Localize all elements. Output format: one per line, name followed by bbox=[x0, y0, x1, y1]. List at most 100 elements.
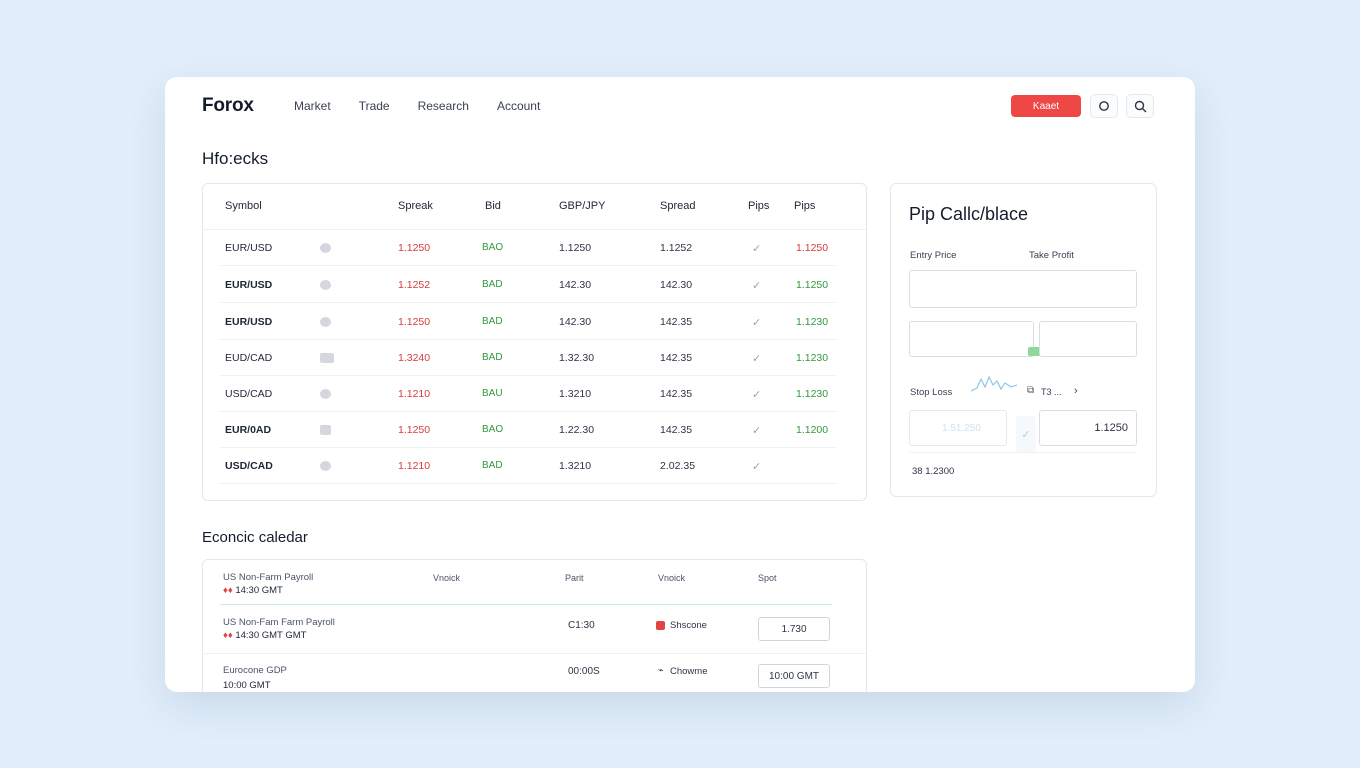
check-icon[interactable]: ✓ bbox=[752, 243, 762, 255]
bid-cell: BAU bbox=[482, 388, 503, 399]
nav-item-account[interactable]: Account bbox=[496, 99, 541, 113]
green-indicator bbox=[1028, 347, 1046, 356]
column-header-parit[interactable]: Parit bbox=[565, 573, 584, 583]
event-time: 10:00 GMT bbox=[223, 680, 271, 691]
header-event-time-text: 14:30 GMT bbox=[235, 585, 283, 596]
gbp-cell: 1.22.30 bbox=[559, 424, 595, 436]
bid-cell: BAD bbox=[482, 460, 503, 471]
brand-logo: Forox bbox=[202, 95, 254, 116]
column-header-spread[interactable]: Spreak bbox=[398, 200, 433, 212]
entry-price-input[interactable] bbox=[909, 270, 1137, 308]
stop-loss-label: Stop Loss bbox=[910, 387, 953, 398]
header-event-time: ♦♦ 14:30 GMT bbox=[223, 585, 313, 596]
event-action-button[interactable]: 10:00 GMT bbox=[758, 664, 830, 688]
spread2-cell: 142.30 bbox=[660, 279, 693, 291]
column-header-gbpjpy[interactable]: GBP/JPY bbox=[559, 200, 606, 212]
app-window: Forox Market Trade Research Account Kaae… bbox=[165, 77, 1195, 692]
chevron-right-icon[interactable]: › bbox=[1074, 385, 1078, 397]
check-icon[interactable]: ✓ bbox=[752, 461, 762, 473]
table-row[interactable]: EUR/USD 1.1250 BAD 142.30 142.35 ✓ 1.123… bbox=[220, 304, 836, 340]
bid-cell: BAO bbox=[482, 242, 504, 253]
column-header-spot[interactable]: Spot bbox=[758, 573, 777, 583]
pips-cell: 1.1250 bbox=[796, 279, 829, 291]
spread-cell: 1.1210 bbox=[398, 388, 431, 400]
take-profit-input[interactable] bbox=[1039, 321, 1137, 357]
nav-item-trade[interactable]: Trade bbox=[358, 99, 390, 113]
pips-cell: 1.1230 bbox=[796, 316, 829, 328]
check-icon[interactable]: ✓ bbox=[752, 317, 762, 329]
price-field-left[interactable] bbox=[909, 321, 1046, 357]
column-header-vnoick[interactable]: Vnoick bbox=[433, 573, 461, 583]
spread2-cell: 142.35 bbox=[660, 388, 693, 400]
sparkline-chart bbox=[971, 375, 1018, 392]
currency-icon bbox=[320, 317, 331, 327]
primary-action-button[interactable]: Kaaet bbox=[1011, 95, 1081, 117]
event-time-text: 14:30 GMT GMT bbox=[235, 630, 307, 641]
column-header-spread-2[interactable]: Spread bbox=[660, 200, 696, 212]
event-time: ♦♦ 14:30 GMT GMT bbox=[223, 630, 306, 641]
spread2-cell: 142.35 bbox=[660, 316, 693, 328]
column-header-symbol[interactable]: Symbol bbox=[225, 200, 262, 212]
gbp-cell: 142.30 bbox=[559, 279, 592, 291]
column-header-vnoick-2[interactable]: Vnoick bbox=[658, 573, 686, 583]
impact-label: Chowme bbox=[670, 666, 708, 677]
column-header-pips-2[interactable]: Pips bbox=[794, 200, 816, 212]
table-row[interactable]: USD/CAD 1.1210 BAU 1.3210 142.35 ✓ 1.123… bbox=[220, 376, 836, 412]
search-button[interactable] bbox=[1126, 94, 1154, 118]
stop-value-input[interactable]: 1.1250 bbox=[1039, 410, 1137, 446]
table-row[interactable]: USD/CAD 1.1210 BAD 1.3210 2.02.35 ✓ bbox=[220, 448, 836, 484]
calendar-row[interactable]: US Non-Fam Farm Payroll ♦♦ 14:30 GMT GMT… bbox=[203, 606, 866, 654]
nav-item-research[interactable]: Research bbox=[417, 99, 469, 113]
gbp-cell: 1.3210 bbox=[559, 388, 592, 400]
flame-icon: ⌁ bbox=[658, 665, 664, 676]
header-event-name: US Non-Farm Payroll bbox=[223, 572, 314, 583]
impact-label: Shscone bbox=[670, 620, 707, 631]
search-icon bbox=[1134, 100, 1146, 112]
pips-cell: 1.1250 bbox=[796, 242, 829, 254]
column-header-bid[interactable]: Bid bbox=[485, 200, 501, 212]
symbol-cell: EUR/USD bbox=[225, 279, 273, 291]
table-header: Symbol Spreak Bid GBP/JPY Spread Pips Pi… bbox=[203, 184, 866, 230]
event-action-button[interactable]: 1.730 bbox=[758, 617, 830, 641]
pips-cell: 1.1200 bbox=[796, 424, 829, 436]
check-icon[interactable]: ✓ bbox=[752, 280, 762, 292]
take-profit-label: Take Profit bbox=[1029, 250, 1074, 261]
impact-icon bbox=[656, 621, 665, 630]
currency-icon bbox=[320, 389, 331, 399]
entry-price-label: Entry Price bbox=[910, 250, 957, 261]
event-value: 00:00S bbox=[568, 666, 600, 677]
spread2-cell: 1.1252 bbox=[660, 242, 693, 254]
check-icon[interactable]: ✓ bbox=[752, 353, 762, 365]
spread-cell: 1.1250 bbox=[398, 316, 431, 328]
bid-cell: BAD bbox=[482, 279, 503, 290]
spread-cell: 1.1252 bbox=[398, 279, 431, 291]
theme-toggle-button[interactable] bbox=[1090, 94, 1118, 118]
check-icon[interactable]: ✓ bbox=[752, 389, 762, 401]
gbp-cell: 1.1250 bbox=[559, 242, 592, 254]
check-icon[interactable]: ✓ bbox=[1016, 416, 1036, 452]
divider bbox=[909, 452, 1137, 453]
table-row[interactable]: EUR/USD 1.1250 BAO 1.1250 1.1252 ✓ 1.125… bbox=[220, 230, 836, 266]
column-header-pips[interactable]: Pips bbox=[748, 200, 770, 212]
nav-item-market[interactable]: Market bbox=[294, 99, 331, 113]
gbp-cell: 142.30 bbox=[559, 316, 592, 328]
table-row[interactable]: EUR/0AD 1.1250 BAO 1.22.30 142.35 ✓ 1.12… bbox=[220, 412, 836, 448]
check-icon[interactable]: ✓ bbox=[752, 425, 762, 437]
circle-icon bbox=[1099, 101, 1109, 111]
stop-loss-input[interactable]: 1.51.250 bbox=[909, 410, 1007, 446]
table-row[interactable]: EUR/USD 1.1252 BAD 142.30 142.30 ✓ 1.125… bbox=[220, 267, 836, 303]
currency-icon bbox=[320, 280, 331, 290]
header-divider bbox=[220, 604, 832, 605]
calendar-title: Econcic caledar bbox=[202, 529, 308, 546]
flag-icon: ♦♦ bbox=[223, 585, 236, 596]
spread2-cell: 142.35 bbox=[660, 424, 693, 436]
spread-cell: 1.3240 bbox=[398, 352, 431, 364]
calculator-title: Pip Callc/blace bbox=[909, 204, 1029, 224]
calendar-row[interactable]: Eurocone GDP 10:00 GMT 00:00S ⌁ Chowme 1… bbox=[203, 655, 866, 692]
copy-icon[interactable]: ⧉ bbox=[1027, 385, 1035, 396]
gbp-cell: 1.32.30 bbox=[559, 352, 595, 364]
table-row[interactable]: EUD/CAD 1.3240 BAD 1.32.30 142.35 ✓ 1.12… bbox=[220, 340, 836, 376]
spread-cell: 1.1250 bbox=[398, 242, 431, 254]
currency-icon bbox=[320, 425, 331, 435]
bid-cell: BAD bbox=[482, 352, 503, 363]
